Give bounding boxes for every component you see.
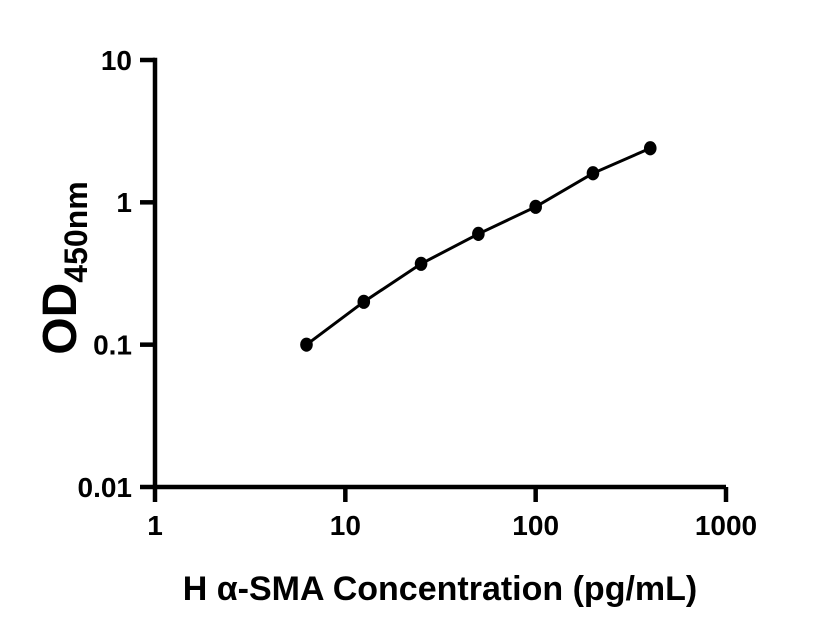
y-tick-label: 1 — [116, 187, 132, 218]
y-axis-title-subscript: 450nm — [58, 181, 94, 282]
data-point — [300, 337, 313, 352]
data-point — [357, 294, 371, 309]
x-tick-label: 1 — [147, 510, 163, 541]
x-tick-label: 100 — [512, 510, 559, 541]
y-tick-label: 0.01 — [78, 472, 133, 503]
y-tick-label: 10 — [101, 45, 132, 76]
data-point — [529, 199, 542, 214]
x-tick-label: 10 — [330, 510, 361, 541]
y-axis-title: OD450nm — [34, 181, 94, 354]
standard-curve-line — [305, 146, 651, 346]
axes-spine — [152, 57, 726, 490]
data-point — [586, 166, 600, 181]
y-axis-title-main: OD — [34, 283, 87, 355]
plot-area: 10 1 0.1 0.01 1 10 100 1000 — [78, 45, 758, 541]
x-tick-label: 1000 — [695, 510, 757, 541]
data-point — [472, 226, 485, 242]
y-tick-label: 0.1 — [93, 329, 132, 360]
data-point — [414, 256, 428, 271]
x-axis-title: H α-SMA Concentration (pg/mL) — [183, 570, 697, 608]
data-point — [643, 141, 657, 156]
